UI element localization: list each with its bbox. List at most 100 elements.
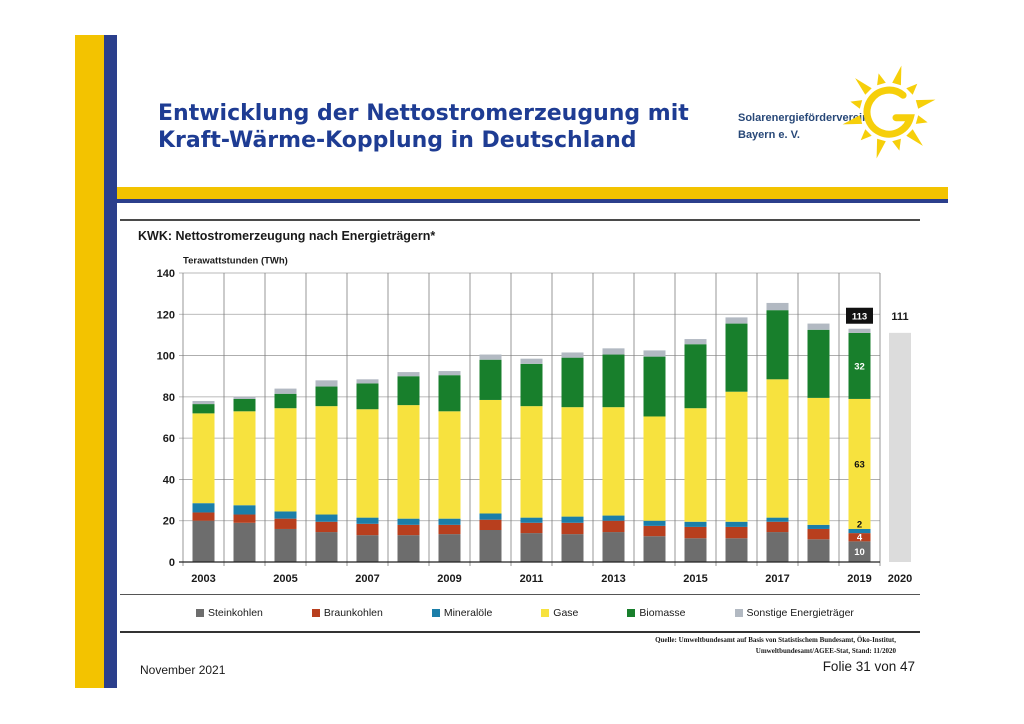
bar-steinkohlen-2019 <box>848 541 871 562</box>
bar-mineraloele-2007 <box>356 517 379 524</box>
bar-braunkohlen-2010 <box>479 519 502 531</box>
bar-biomasse-2016 <box>725 323 748 392</box>
legend-bottom-rule <box>120 631 920 633</box>
sun-ray <box>850 100 863 109</box>
header-band <box>117 187 948 199</box>
bar-sonstige-energietraeger-2007 <box>356 379 379 384</box>
bar-mineraloele-2010 <box>479 513 502 520</box>
x-tick-label: 2020 <box>888 573 912 585</box>
bar-braunkohlen-2005 <box>274 518 297 529</box>
bar-gase-2014 <box>643 416 666 521</box>
legend-label: Sonstige Energieträger <box>746 607 854 619</box>
bar-braunkohlen-2008 <box>397 524 420 536</box>
data-label-braunkohlen: 4 <box>857 533 863 544</box>
bar-biomasse-2017 <box>766 310 789 380</box>
bar-braunkohlen-2016 <box>725 526 748 539</box>
bar-gase-2004 <box>233 411 256 506</box>
bar-mineraloele-2016 <box>725 521 748 527</box>
bar-mineraloele-2004 <box>233 505 256 515</box>
bar-braunkohlen-2018 <box>807 528 830 540</box>
bar-gase-2007 <box>356 409 379 518</box>
bar-biomasse-2005 <box>274 393 297 409</box>
slide-number: Folie 31 von 47 <box>822 659 915 674</box>
chart-title: KWK: Nettostromerzeugung nach Energieträ… <box>138 229 436 243</box>
bar-steinkohlen-2014 <box>643 536 666 562</box>
bar-steinkohlen-2010 <box>479 530 502 562</box>
slide-title: Entwicklung der Nettostromerzeugung mit … <box>158 100 689 154</box>
source-line-1: Quelle: Umweltbundesamt auf Basis von St… <box>655 636 896 644</box>
bar-sonstige-energietraeger-2018 <box>807 323 830 330</box>
x-tick-label: 2003 <box>191 573 215 585</box>
total-data-label: 113 <box>852 312 867 323</box>
legend-item-sonstige-energietraeger: Sonstige Energieträger <box>734 606 854 620</box>
x-tick-label: 2011 <box>520 573 544 585</box>
y-axis-title: Terawattstunden (TWh) <box>183 256 288 267</box>
bar-braunkohlen-2006 <box>315 521 338 533</box>
slide-title-line-1: Entwicklung der Nettostromerzeugung mit <box>158 101 689 126</box>
x-tick-label: 2015 <box>683 573 707 585</box>
bar-mineraloele-2018 <box>807 524 830 529</box>
sun-ray <box>877 73 886 86</box>
legend-item-steinkohlen: Steinkohlen <box>196 606 263 620</box>
bar-sonstige-energietraeger-2005 <box>274 388 297 394</box>
sun-ray <box>855 78 872 95</box>
x-tick-label: 2009 <box>437 573 461 585</box>
legend-swatch <box>196 609 204 617</box>
data-label-biomasse: 32 <box>854 361 865 372</box>
sun-ray <box>915 115 928 124</box>
bar-steinkohlen-2017 <box>766 532 789 562</box>
bar-gase-2015 <box>684 408 707 522</box>
legend-label: Braunkohlen <box>323 607 383 619</box>
legend-item-braunkohlen: Braunkohlen <box>311 606 383 620</box>
bar-sonstige-energietraeger-2013 <box>602 348 625 355</box>
bar-gase-2005 <box>274 408 297 512</box>
bar-sonstige-energietraeger-2016 <box>725 317 748 324</box>
footer-date: November 2021 <box>140 663 226 677</box>
bar-sonstige-energietraeger-2015 <box>684 339 707 345</box>
bar-biomasse-2015 <box>684 344 707 409</box>
bar-biomasse-2008 <box>397 376 420 406</box>
legend-label: Steinkohlen <box>208 607 263 619</box>
sun-ray <box>842 115 863 125</box>
bar-sonstige-energietraeger-2012 <box>561 352 584 358</box>
x-tick-label: 2017 <box>765 573 789 585</box>
source-note: Quelle: Umweltbundesamt auf Basis von St… <box>655 635 896 657</box>
sun-ring <box>863 86 915 138</box>
bar-mineraloele-2015 <box>684 521 707 527</box>
y-tick-label: 60 <box>163 433 175 445</box>
legend-label: Biomasse <box>639 607 686 619</box>
bar-sonstige-energietraeger-2009 <box>438 371 461 376</box>
sun-ray <box>906 129 923 146</box>
bar-2020-value-label: 111 <box>891 311 908 323</box>
stacked-bar-chart: Terawattstunden (TWh) 0 20 40 60 80 100 120 140 2… <box>157 256 913 586</box>
bar-steinkohlen-2018 <box>807 539 830 562</box>
bar-mineraloele-2011 <box>520 517 543 523</box>
sidebar-accent-yellow <box>75 35 104 688</box>
bar-steinkohlen-2009 <box>438 534 461 562</box>
logo-subtitle: Bayern e. V. <box>738 129 800 141</box>
data-label-gase: 63 <box>854 459 865 470</box>
bar-steinkohlen-2005 <box>274 528 297 562</box>
bar-gase-2003 <box>192 413 215 504</box>
legend-label: Mineralöle <box>443 607 493 619</box>
bar-gase-2017 <box>766 379 789 518</box>
bar-biomasse-2012 <box>561 357 584 408</box>
bar-braunkohlen-2014 <box>643 525 666 537</box>
y-tick-label: 100 <box>157 351 175 363</box>
bar-total-2020 <box>889 332 911 562</box>
bar-mineraloele-2005 <box>274 511 297 519</box>
bar-biomasse-2018 <box>807 329 830 398</box>
y-tick-label: 20 <box>163 516 175 528</box>
legend-swatch <box>541 609 550 617</box>
bar-sonstige-energietraeger-2014 <box>643 350 666 357</box>
chart-top-rule <box>120 219 920 221</box>
bar-braunkohlen-2013 <box>602 520 625 533</box>
bar-steinkohlen-2006 <box>315 532 338 562</box>
bar-biomasse-2010 <box>479 359 502 400</box>
bar-mineraloele-2012 <box>561 516 584 523</box>
bar-braunkohlen-2012 <box>561 522 584 535</box>
bar-mineraloele-2019 <box>848 528 871 534</box>
bar-sonstige-energietraeger-2008 <box>397 372 420 377</box>
x-tick-label: 2013 <box>601 573 625 585</box>
header-band-rule <box>117 199 948 203</box>
